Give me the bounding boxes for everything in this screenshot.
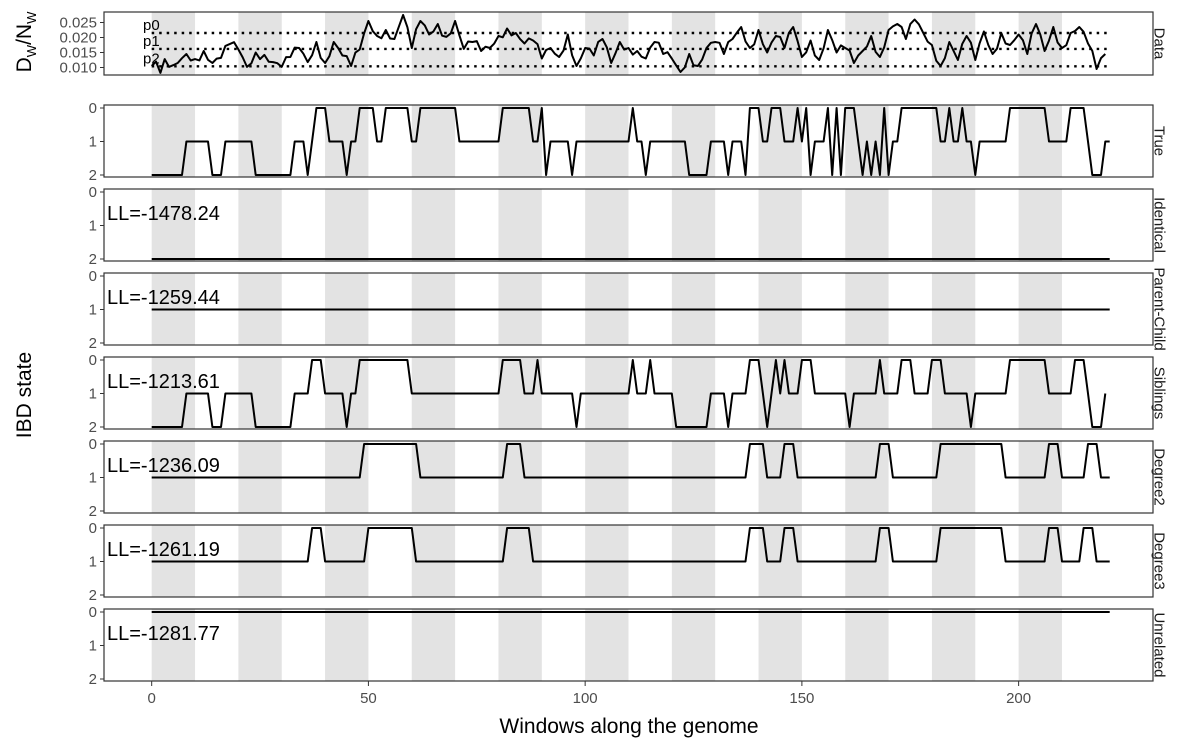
y-tick-label: 1 [89,638,97,655]
shaded-band [411,12,456,75]
axes-layer: 0.0100.0150.0200.02501201201201201201201… [59,15,1031,708]
shaded-band [498,609,542,681]
shaded-band [498,12,542,75]
shaded-band [238,609,282,681]
shaded-band [411,189,456,261]
y-tick-label: 0 [89,352,97,369]
y-tick-label: 2 [89,587,97,604]
shaded-band [671,189,716,261]
x-axis-title: Windows along the genome [499,715,758,738]
panel-strip-label: Degree3 [1151,532,1168,590]
y-tick-label: 2 [89,419,97,436]
y-tick-label: 1 [89,134,97,151]
shaded-band [151,189,196,261]
shaded-band [498,357,542,429]
y-tick-label: 2 [89,251,97,268]
y-axis-title: IBD state [13,352,36,438]
x-tick-label: 100 [573,690,598,707]
shaded-band [498,189,542,261]
y-tick-label: 0.015 [59,45,97,62]
shaded-band [931,609,976,681]
y-tick-label: 1 [89,470,97,487]
data-panel-y-axis-title: DW/NW [13,11,39,72]
panel-strip-label: Identical [1151,197,1168,253]
shaded-band [758,12,802,75]
shaded-band [758,189,802,261]
panel-strip-label: Siblings [1151,367,1168,420]
y-tick-label: 0 [89,100,97,117]
shaded-bands-layer [151,12,1062,681]
y-tick-label: 0.010 [59,60,97,77]
data-series-line [150,14,1106,74]
shaded-band [585,609,629,681]
shaded-band [411,105,456,177]
panel-strip-label: True [1151,126,1168,156]
y-tick-label: 0 [89,604,97,621]
y-tick-label: 1 [89,554,97,571]
y-tick-label: 1 [89,302,97,319]
shaded-band [585,189,629,261]
shaded-band [1018,609,1062,681]
x-tick-label: 50 [360,690,377,707]
shaded-band [238,12,282,75]
shaded-band [931,12,976,75]
y-tick-label: 0 [89,520,97,537]
panel-strip-label: Parent-Child [1151,267,1168,350]
shaded-band [585,12,629,75]
shaded-band [325,609,369,681]
ibd-state-line [151,527,1110,563]
ibd-state-line [151,107,1110,176]
shaded-band [931,525,976,597]
panel-border [103,11,1154,76]
shaded-band [1018,12,1062,75]
log-likelihood-label: LL=-1261.19 [107,539,220,561]
log-likelihood-label: LL=-1478.24 [107,203,220,225]
y-tick-label: 1 [89,218,97,235]
shaded-band [845,12,889,75]
shaded-band [845,609,889,681]
y-tick-label: 2 [89,167,97,184]
y-tick-label: 2 [89,503,97,520]
ibd-state-line [151,359,1107,428]
x-tick-label: 0 [148,690,156,707]
shaded-band [151,609,196,681]
reference-line-label: p0 [143,17,160,34]
panel-strip-label: Unrelated [1151,612,1168,677]
shaded-band [931,189,976,261]
shaded-band [671,609,716,681]
log-likelihood-label: LL=-1281.77 [107,623,220,645]
x-tick-label: 200 [1006,690,1031,707]
y-tick-label: 0 [89,268,97,285]
y-tick-label: 1 [89,386,97,403]
y-tick-label: 2 [89,335,97,352]
shaded-band [931,441,976,513]
x-tick-label: 150 [789,690,814,707]
y-tick-label: 2 [89,671,97,688]
panel-strip-label: Data [1151,28,1168,60]
shaded-band [671,357,716,429]
shaded-band [845,189,889,261]
shaded-band [238,189,282,261]
ibd-state-line [151,443,1110,479]
y-tick-label: 0 [89,436,97,453]
log-likelihood-label: LL=-1213.61 [107,371,220,393]
panel-strip-label: Degree2 [1151,448,1168,506]
y-tick-label: 0.025 [59,15,97,32]
reference-line-label: p1 [143,33,160,50]
shaded-band [325,189,369,261]
log-likelihood-label: LL=-1259.44 [107,287,220,309]
shaded-band [758,609,802,681]
log-likelihood-label: LL=-1236.09 [107,455,220,477]
shaded-band [411,609,456,681]
y-tick-label: 0 [89,184,97,201]
shaded-band [1018,189,1062,261]
y-tick-label: 0.020 [59,30,97,47]
